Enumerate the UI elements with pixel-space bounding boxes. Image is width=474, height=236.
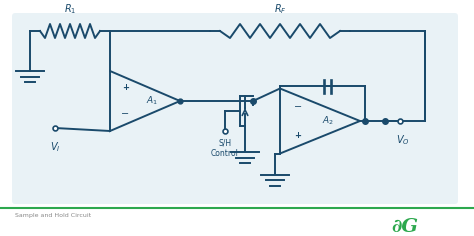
Text: $R_1$: $R_1$ [64, 2, 76, 16]
Text: +: + [294, 131, 301, 140]
Text: Sample and Hold Circuit: Sample and Hold Circuit [15, 213, 91, 218]
Text: +: + [122, 83, 129, 92]
Text: $V_O$: $V_O$ [396, 133, 410, 147]
Text: −: − [293, 102, 301, 112]
Text: −: − [121, 109, 129, 119]
Text: $A_1$: $A_1$ [146, 95, 158, 107]
Text: S/H
Control: S/H Control [211, 139, 239, 158]
FancyBboxPatch shape [12, 13, 458, 204]
Text: $R_F$: $R_F$ [273, 2, 286, 16]
Text: $A_2$: $A_2$ [322, 115, 334, 127]
Text: ∂G: ∂G [392, 218, 419, 236]
Text: $V_I$: $V_I$ [50, 140, 60, 154]
